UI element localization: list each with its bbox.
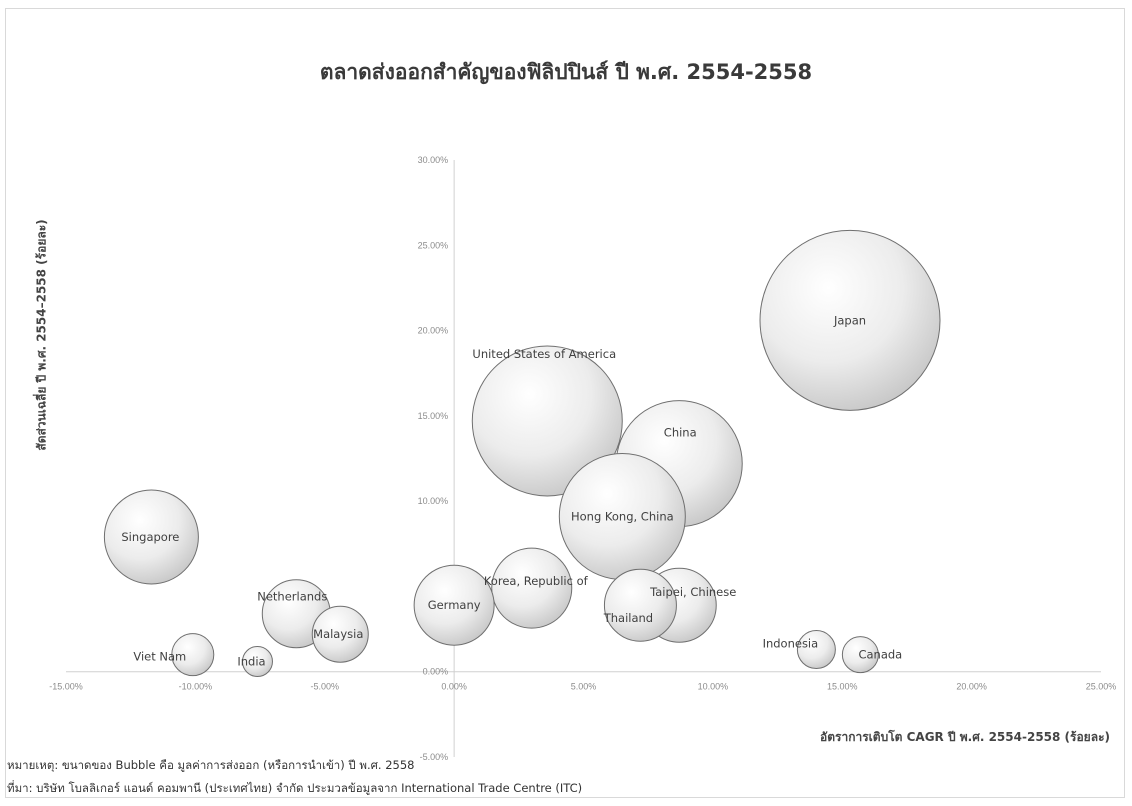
x-tick-label: 5.00% xyxy=(571,682,597,692)
y-tick-label: 30.00% xyxy=(418,155,449,165)
y-tick-label: 25.00% xyxy=(418,240,449,250)
x-tick-label: 25.00% xyxy=(1086,682,1117,692)
x-tick-label: -5.00% xyxy=(310,682,339,692)
y-tick-label: 0.00% xyxy=(423,667,449,677)
bubble-label: Germany xyxy=(428,598,481,612)
y-tick-label: -5.00% xyxy=(420,752,449,762)
bubble-label: Thailand xyxy=(603,611,653,625)
bubble-canada xyxy=(841,636,879,674)
bubble-label: China xyxy=(664,426,697,440)
bubble-label: India xyxy=(237,654,265,668)
bubble-label: Viet Nam xyxy=(133,650,186,664)
x-tick-label: 10.00% xyxy=(698,682,729,692)
x-tick-label: 20.00% xyxy=(956,682,987,692)
footnote-bubble-size: หมายเหตุ: ขนาดของ Bubble คือ มูลค่าการส่… xyxy=(7,758,415,772)
x-tick-label: 0.00% xyxy=(441,682,467,692)
x-tick-label: 15.00% xyxy=(827,682,858,692)
y-tick-label: 10.00% xyxy=(418,496,449,506)
bubble-united-states-of-america xyxy=(471,345,623,497)
bubble-label: Japan xyxy=(833,313,866,327)
bubble-thailand xyxy=(603,568,677,642)
y-tick-label: 15.00% xyxy=(418,411,449,421)
chart-frame xyxy=(5,8,1125,798)
bubble-label: United States of America xyxy=(472,347,616,361)
bubble-indonesia xyxy=(796,630,836,670)
bubble-viet-nam xyxy=(171,633,215,677)
bubble-singapore xyxy=(103,489,199,585)
bubble-label: Taipei, Chinese xyxy=(649,585,736,599)
bubble-label: Netherlands xyxy=(257,590,327,604)
bubble-korea-republic-of xyxy=(491,547,573,629)
bubble-label: Singapore xyxy=(121,530,179,544)
bubble-japan xyxy=(759,229,941,411)
bubble-label: Hong Kong, China xyxy=(571,509,674,523)
bubble-label: Indonesia xyxy=(763,637,819,651)
bubble-malaysia xyxy=(311,605,369,663)
x-tick-label: -15.00% xyxy=(49,682,83,692)
chart-title: ตลาดส่งออกสำคัญของฟิลิปปินส์ ปี พ.ศ. 255… xyxy=(319,60,813,84)
x-axis-label: อัตราการเติบโต CAGR ปี พ.ศ. 2554-2558 (ร… xyxy=(820,730,1110,744)
y-tick-label: 20.00% xyxy=(418,326,449,336)
bubble-label: Korea, Republic of xyxy=(484,574,589,588)
x-tick-label: -10.00% xyxy=(179,682,213,692)
bubble-india xyxy=(241,645,273,677)
footnote-source: ที่มา: บริษัท โบลลิเกอร์ แอนด์ คอมพานี (… xyxy=(7,781,583,795)
bubble-germany xyxy=(413,564,495,646)
bubble-label: Malaysia xyxy=(313,627,363,641)
bubble-label: Canada xyxy=(858,648,902,662)
